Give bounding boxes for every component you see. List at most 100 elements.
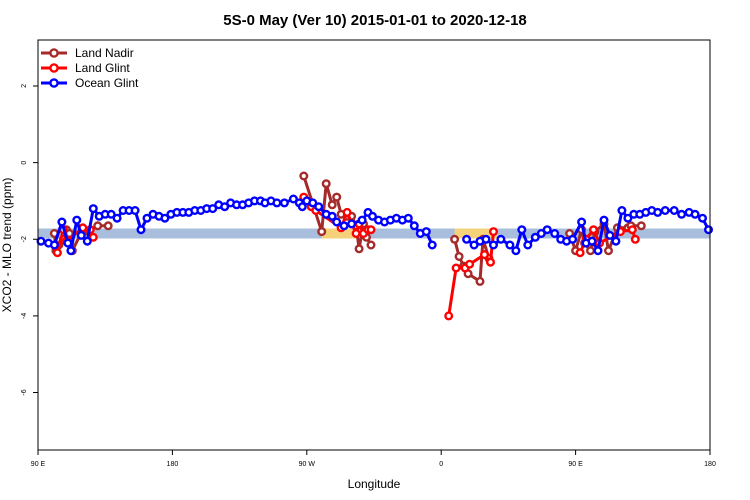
data-point bbox=[82, 236, 92, 246]
data-point bbox=[366, 225, 376, 235]
data-point bbox=[142, 213, 152, 223]
data-point bbox=[272, 198, 282, 208]
data-point bbox=[49, 240, 59, 250]
band-mean bbox=[38, 228, 710, 239]
chart-title: 5S-0 May (Ver 10) 2015-01-01 to 2020-12-… bbox=[223, 12, 527, 29]
data-point bbox=[342, 207, 352, 217]
band-land-mean-1 bbox=[321, 228, 364, 239]
legend-label: Land Glint bbox=[75, 61, 130, 75]
data-point bbox=[72, 215, 82, 225]
data-point bbox=[523, 240, 533, 250]
data-point bbox=[593, 246, 603, 256]
data-point bbox=[568, 234, 578, 244]
y-tick-label: -4 bbox=[21, 313, 28, 319]
legend-item: Land Nadir bbox=[41, 46, 134, 60]
data-point bbox=[669, 205, 679, 215]
data-point bbox=[480, 250, 490, 260]
x-tick-label: 90 E bbox=[568, 461, 583, 468]
data-point bbox=[136, 225, 146, 235]
legend-label: Ocean Glint bbox=[75, 76, 139, 90]
data-point bbox=[486, 257, 496, 267]
data-point bbox=[575, 248, 585, 258]
x-tick-label: 90 W bbox=[299, 461, 316, 468]
data-point bbox=[589, 225, 599, 235]
data-point bbox=[617, 205, 627, 215]
data-point bbox=[489, 240, 499, 250]
data-point bbox=[530, 232, 540, 242]
data-point bbox=[454, 251, 464, 261]
data-point bbox=[357, 215, 367, 225]
data-point bbox=[297, 202, 307, 212]
data-point bbox=[605, 230, 615, 240]
data-point bbox=[660, 205, 670, 215]
x-axis: 90 E 180 90 W 0 90 E 180 bbox=[31, 450, 716, 468]
data-point bbox=[451, 263, 461, 273]
data-point bbox=[462, 234, 472, 244]
data-point bbox=[475, 276, 485, 286]
y-tick-label: 2 bbox=[21, 84, 28, 88]
data-point bbox=[366, 240, 376, 250]
x-axis-label: Longitude bbox=[348, 477, 401, 491]
data-point bbox=[505, 240, 515, 250]
data-point bbox=[308, 198, 318, 208]
data-point bbox=[103, 221, 113, 231]
data-point bbox=[220, 202, 230, 212]
data-point bbox=[489, 227, 499, 237]
data-point bbox=[636, 221, 646, 231]
data-point bbox=[653, 207, 663, 217]
data-point bbox=[517, 225, 527, 235]
legend-marker bbox=[49, 63, 59, 73]
data-point bbox=[611, 236, 621, 246]
legend-marker bbox=[49, 48, 59, 58]
data-point bbox=[160, 213, 170, 223]
y-tick-label: -6 bbox=[21, 389, 28, 395]
data-point bbox=[76, 230, 86, 240]
data-point bbox=[450, 234, 460, 244]
data-point bbox=[112, 213, 122, 223]
data-point bbox=[208, 204, 218, 214]
data-point bbox=[351, 228, 361, 238]
data-point bbox=[63, 238, 73, 248]
data-point bbox=[403, 213, 413, 223]
data-point bbox=[88, 204, 98, 214]
data-point bbox=[339, 221, 349, 231]
data-point bbox=[327, 211, 337, 221]
data-point bbox=[409, 221, 419, 231]
y-tick-label: 0 bbox=[21, 161, 28, 165]
data-point bbox=[623, 213, 633, 223]
reference-bands bbox=[38, 228, 710, 239]
data-point bbox=[677, 209, 687, 219]
legend-marker bbox=[49, 78, 59, 88]
data-point bbox=[332, 217, 342, 227]
data-point bbox=[347, 219, 357, 229]
data-point bbox=[690, 209, 700, 219]
data-point bbox=[496, 234, 506, 244]
x-tick-label: 0 bbox=[439, 461, 443, 468]
data-point bbox=[332, 192, 342, 202]
data-point bbox=[481, 234, 491, 244]
x-tick-label: 180 bbox=[704, 461, 716, 468]
data-point bbox=[704, 225, 714, 235]
x-tick-label: 180 bbox=[167, 461, 179, 468]
data-point bbox=[427, 240, 437, 250]
plot-frame bbox=[37, 39, 711, 451]
data-point bbox=[627, 225, 637, 235]
data-point bbox=[542, 225, 552, 235]
data-point bbox=[444, 311, 454, 321]
data-point bbox=[511, 246, 521, 256]
data-point bbox=[317, 227, 327, 237]
data-point bbox=[586, 246, 596, 256]
data-point bbox=[314, 202, 324, 212]
data-point bbox=[599, 215, 609, 225]
legend-label: Land Nadir bbox=[75, 46, 134, 60]
data-point bbox=[577, 217, 587, 227]
data-point bbox=[52, 248, 62, 258]
x-tick-label: 90 E bbox=[31, 461, 46, 468]
data-point bbox=[36, 236, 46, 246]
data-point bbox=[604, 246, 614, 256]
y-tick-label: -2 bbox=[21, 236, 28, 242]
data-point bbox=[66, 246, 76, 256]
series-land-glint bbox=[52, 192, 640, 321]
